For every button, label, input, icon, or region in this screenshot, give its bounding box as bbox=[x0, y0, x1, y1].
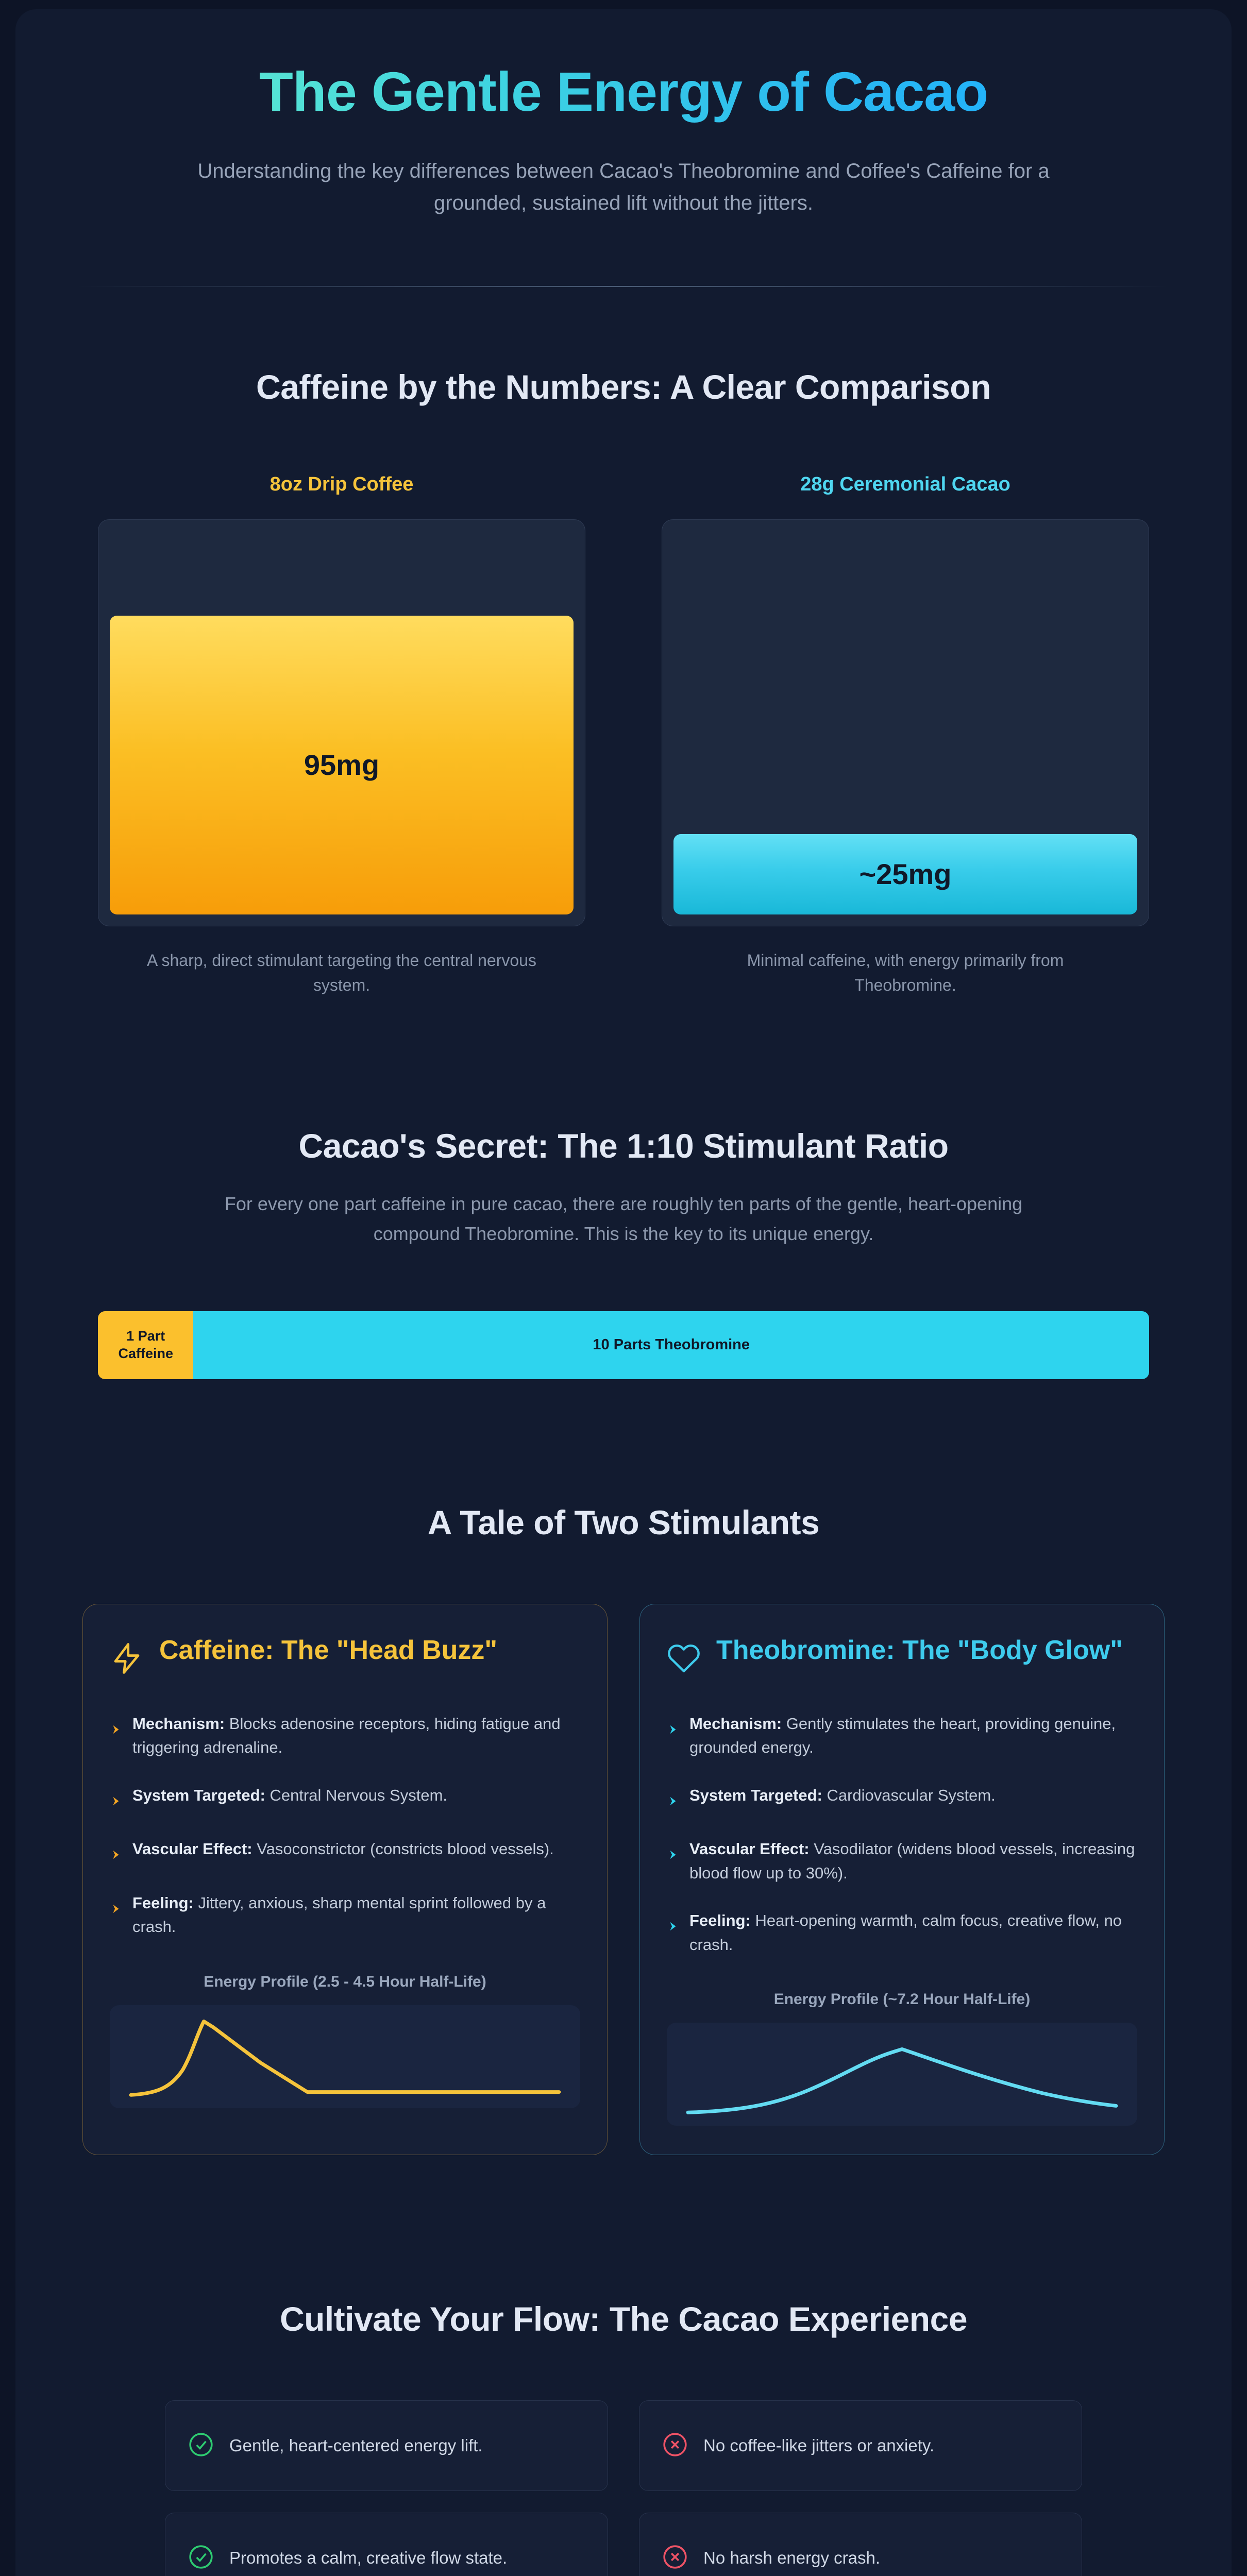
cacao-bar-label: 28g Ceremonial Cacao bbox=[800, 473, 1010, 495]
flow-item-text: No coffee-like jitters or anxiety. bbox=[703, 2436, 935, 2455]
coffee-bar-value: 95mg bbox=[110, 615, 574, 914]
coffee-bar-column: 8oz Drip Coffee 95mg A sharp, direct sti… bbox=[98, 473, 585, 997]
list-item-text: Vasodilator (widens blood vessels, incre… bbox=[689, 1840, 1135, 1882]
chevron-right-icon bbox=[667, 1909, 678, 1957]
ratio-bar: 1 Part Caffeine 10 Parts Theobromine bbox=[98, 1311, 1149, 1379]
list-item-text: Blocks adenosine receptors, hiding fatig… bbox=[132, 1714, 561, 1757]
theobromine-energy-chart bbox=[667, 2023, 1137, 2126]
ratio-segment-theobromine: 10 Parts Theobromine bbox=[193, 1311, 1149, 1379]
coffee-bar-note: A sharp, direct stimulant targeting the … bbox=[147, 951, 536, 994]
list-item-text: Cardiovascular System. bbox=[822, 1786, 996, 1804]
list-item-text: Gently stimulates the heart, providing g… bbox=[689, 1714, 1116, 1757]
caffeine-card-header: Caffeine: The "Head Buzz" bbox=[110, 1634, 580, 1678]
theobromine-energy-title: Energy Profile (~7.2 Hour Half-Life) bbox=[773, 1991, 1031, 2008]
chevron-right-icon bbox=[667, 1784, 678, 1814]
list-item: System Targeted: Cardiovascular System. bbox=[667, 1784, 1137, 1814]
theobromine-card: Theobromine: The "Body Glow" Mechanism: … bbox=[639, 1603, 1165, 2156]
lightning-bolt-icon bbox=[110, 1634, 144, 1678]
flow-item-text: Promotes a calm, creative flow state. bbox=[229, 2548, 508, 2568]
comparison-bars: 8oz Drip Coffee 95mg A sharp, direct sti… bbox=[15, 473, 1232, 997]
cacao-bar-note: Minimal caffeine, with energy primarily … bbox=[747, 951, 1064, 994]
list-item: Mechanism: Blocks adenosine receptors, h… bbox=[110, 1712, 580, 1760]
coffee-bar-label: 8oz Drip Coffee bbox=[269, 473, 414, 495]
flow-section: Cultivate Your Flow: The Cacao Experienc… bbox=[15, 2299, 1232, 2576]
list-item-label: Mechanism: bbox=[689, 1714, 782, 1733]
list-item: Promotes a calm, creative flow state. bbox=[165, 2513, 608, 2576]
list-item-label: Mechanism: bbox=[132, 1714, 225, 1733]
list-item-text: Jittery, anxious, sharp mental sprint fo… bbox=[132, 1893, 546, 1936]
list-item-label: System Targeted: bbox=[132, 1786, 265, 1804]
caffeine-energy-chart bbox=[110, 2005, 580, 2108]
list-item: Feeling: Heart-opening warmth, calm focu… bbox=[667, 1909, 1137, 1957]
list-item-label: Vascular Effect: bbox=[132, 1840, 252, 1858]
list-item-text: Central Nervous System. bbox=[265, 1786, 448, 1804]
list-item: No coffee-like jitters or anxiety. bbox=[639, 2400, 1082, 2492]
heart-outline-icon bbox=[667, 1634, 701, 1678]
flow-title: Cultivate Your Flow: The Cacao Experienc… bbox=[279, 2300, 968, 2338]
cacao-bar-track: ~25mg bbox=[662, 519, 1149, 926]
theobromine-card-title: Theobromine: The "Body Glow" bbox=[716, 1635, 1123, 1665]
flow-grid: Gentle, heart-centered energy lift. No c… bbox=[15, 2400, 1232, 2576]
ratio-segment-caffeine: 1 Part Caffeine bbox=[98, 1311, 194, 1379]
chevron-right-icon bbox=[110, 1837, 121, 1868]
cacao-bar-column: 28g Ceremonial Cacao ~25mg Minimal caffe… bbox=[662, 473, 1149, 997]
cross-circle-icon bbox=[662, 2432, 688, 2460]
list-item-text: Vasoconstrictor (constricts blood vessel… bbox=[252, 1840, 554, 1858]
check-circle-icon bbox=[188, 2432, 214, 2460]
list-item: Vascular Effect: Vasodilator (widens blo… bbox=[667, 1837, 1137, 1885]
list-item: Vascular Effect: Vasoconstrictor (constr… bbox=[110, 1837, 580, 1868]
chevron-right-icon bbox=[667, 1712, 678, 1760]
list-item: Gentle, heart-centered energy lift. bbox=[165, 2400, 608, 2492]
stimulant-cards: Caffeine: The "Head Buzz" Mechanism: Blo… bbox=[15, 1603, 1232, 2156]
caffeine-card-title: Caffeine: The "Head Buzz" bbox=[159, 1635, 498, 1665]
header-divider bbox=[77, 285, 1170, 287]
chevron-right-icon bbox=[110, 1784, 121, 1814]
cacao-bar-value: ~25mg bbox=[673, 834, 1137, 914]
ratio-description: For every one part caffeine in pure caca… bbox=[224, 1193, 1023, 1245]
chevron-right-icon bbox=[667, 1837, 678, 1885]
list-item-text: Heart-opening warmth, calm focus, creati… bbox=[689, 1911, 1122, 1954]
flow-item-text: Gentle, heart-centered energy lift. bbox=[229, 2436, 483, 2455]
list-item-label: System Targeted: bbox=[689, 1786, 822, 1804]
caffeine-card-list: Mechanism: Blocks adenosine receptors, h… bbox=[110, 1712, 580, 1939]
stimulants-title: A Tale of Two Stimulants bbox=[427, 1503, 820, 1541]
check-circle-icon bbox=[188, 2544, 214, 2572]
infographic-frame: The Gentle Energy of Cacao Understanding… bbox=[15, 9, 1232, 2576]
coffee-bar-track: 95mg bbox=[98, 519, 585, 926]
list-item: Feeling: Jittery, anxious, sharp mental … bbox=[110, 1891, 580, 1939]
comparison-title: Caffeine by the Numbers: A Clear Compari… bbox=[256, 367, 991, 406]
list-item-label: Vascular Effect: bbox=[689, 1840, 810, 1858]
page-title: The Gentle Energy of Cacao bbox=[170, 60, 1077, 123]
comparison-section: Caffeine by the Numbers: A Clear Compari… bbox=[15, 367, 1232, 997]
theobromine-card-header: Theobromine: The "Body Glow" bbox=[667, 1634, 1137, 1678]
chevron-right-icon bbox=[110, 1712, 121, 1760]
ratio-title: Cacao's Secret: The 1:10 Stimulant Ratio bbox=[298, 1126, 949, 1165]
ratio-section: Cacao's Secret: The 1:10 Stimulant Ratio… bbox=[15, 1126, 1232, 1379]
list-item: System Targeted: Central Nervous System. bbox=[110, 1784, 580, 1814]
chevron-right-icon bbox=[110, 1891, 121, 1939]
list-item: No harsh energy crash. bbox=[639, 2513, 1082, 2576]
page-subtitle: Understanding the key differences betwee… bbox=[197, 159, 1050, 214]
list-item-label: Feeling: bbox=[132, 1893, 194, 1912]
flow-item-text: No harsh energy crash. bbox=[703, 2548, 881, 2568]
theobromine-card-list: Mechanism: Gently stimulates the heart, … bbox=[667, 1712, 1137, 1957]
stimulants-section: A Tale of Two Stimulants Caffeine: The "… bbox=[15, 1503, 1232, 2156]
list-item: Mechanism: Gently stimulates the heart, … bbox=[667, 1712, 1137, 1760]
cross-circle-icon bbox=[662, 2544, 688, 2572]
caffeine-card: Caffeine: The "Head Buzz" Mechanism: Blo… bbox=[82, 1603, 608, 2156]
header: The Gentle Energy of Cacao Understanding… bbox=[15, 9, 1232, 219]
list-item-label: Feeling: bbox=[689, 1911, 751, 1930]
caffeine-energy-title: Energy Profile (2.5 - 4.5 Hour Half-Life… bbox=[204, 1973, 486, 1990]
